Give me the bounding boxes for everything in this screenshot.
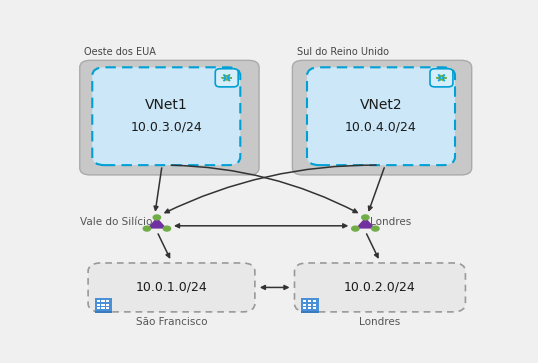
FancyBboxPatch shape	[88, 263, 255, 312]
FancyBboxPatch shape	[307, 67, 455, 165]
FancyArrowPatch shape	[366, 234, 378, 257]
FancyBboxPatch shape	[308, 300, 311, 302]
FancyBboxPatch shape	[102, 300, 104, 302]
FancyBboxPatch shape	[96, 307, 100, 309]
Circle shape	[362, 215, 369, 220]
FancyArrowPatch shape	[158, 234, 169, 257]
Text: VNet1: VNet1	[145, 98, 188, 112]
Polygon shape	[147, 217, 167, 229]
FancyBboxPatch shape	[93, 67, 240, 165]
FancyBboxPatch shape	[303, 304, 306, 306]
FancyBboxPatch shape	[215, 69, 238, 87]
FancyBboxPatch shape	[301, 298, 318, 313]
Text: Vale do Silício: Vale do Silício	[80, 217, 153, 228]
FancyBboxPatch shape	[308, 307, 311, 309]
FancyBboxPatch shape	[102, 304, 104, 306]
Circle shape	[153, 215, 160, 220]
FancyBboxPatch shape	[107, 307, 109, 309]
FancyBboxPatch shape	[313, 304, 316, 306]
FancyBboxPatch shape	[294, 263, 465, 312]
Text: 10.0.2.0/24: 10.0.2.0/24	[344, 281, 416, 294]
Text: 10.0.1.0/24: 10.0.1.0/24	[136, 281, 207, 294]
FancyBboxPatch shape	[80, 60, 259, 175]
FancyBboxPatch shape	[96, 304, 100, 306]
FancyBboxPatch shape	[95, 310, 112, 313]
FancyBboxPatch shape	[301, 310, 318, 313]
Text: São Francisco: São Francisco	[136, 318, 207, 327]
FancyBboxPatch shape	[107, 300, 109, 302]
Circle shape	[143, 226, 151, 231]
Circle shape	[163, 226, 171, 231]
Text: 10.0.3.0/24: 10.0.3.0/24	[130, 121, 202, 134]
FancyArrowPatch shape	[165, 165, 376, 213]
Text: Oeste dos EUA: Oeste dos EUA	[84, 47, 156, 57]
FancyArrowPatch shape	[154, 168, 162, 210]
FancyBboxPatch shape	[107, 304, 109, 306]
Text: VNet2: VNet2	[360, 98, 402, 112]
Circle shape	[372, 226, 379, 231]
FancyArrowPatch shape	[171, 165, 357, 213]
FancyBboxPatch shape	[303, 307, 306, 309]
FancyArrowPatch shape	[369, 168, 384, 211]
FancyBboxPatch shape	[293, 60, 472, 175]
Text: Sul do Reino Unido: Sul do Reino Unido	[296, 47, 388, 57]
FancyArrowPatch shape	[175, 224, 346, 228]
FancyBboxPatch shape	[308, 304, 311, 306]
Text: Londres: Londres	[370, 217, 411, 228]
FancyBboxPatch shape	[303, 300, 306, 302]
Text: 10.0.4.0/24: 10.0.4.0/24	[345, 121, 417, 134]
FancyBboxPatch shape	[313, 300, 316, 302]
Text: Londres: Londres	[359, 318, 401, 327]
FancyBboxPatch shape	[313, 307, 316, 309]
FancyBboxPatch shape	[102, 307, 104, 309]
FancyArrowPatch shape	[261, 285, 288, 289]
FancyBboxPatch shape	[95, 298, 112, 313]
Polygon shape	[356, 217, 376, 229]
FancyBboxPatch shape	[96, 300, 100, 302]
Circle shape	[352, 226, 359, 231]
FancyBboxPatch shape	[430, 69, 453, 87]
